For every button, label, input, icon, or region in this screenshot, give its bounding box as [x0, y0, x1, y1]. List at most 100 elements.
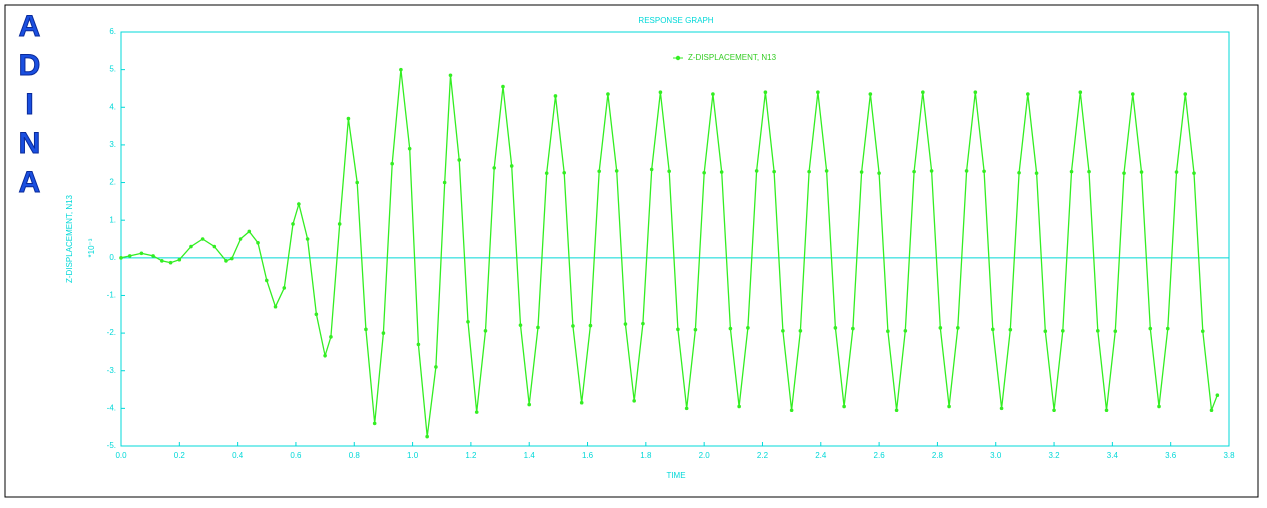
data-point [684, 406, 689, 411]
data-point [641, 321, 645, 326]
y-tick-label: 1. [109, 215, 116, 224]
data-point [329, 335, 333, 339]
frame [4, 4, 1259, 498]
data-point [1130, 92, 1135, 96]
x-tick-label: 1.0 [407, 451, 419, 460]
data-point [291, 222, 295, 226]
x-tick-label: 3.6 [1165, 451, 1177, 460]
data-point [912, 169, 916, 174]
y-axis-label: Z-DISPLACEMENT, N13 [65, 194, 74, 283]
y-multiplier: *10⁻³ [87, 238, 96, 257]
data-point [372, 421, 377, 426]
data-point [562, 170, 566, 175]
data-point [1087, 169, 1091, 174]
x-tick-label: 1.6 [582, 451, 594, 460]
data-point [1095, 329, 1100, 333]
data-point [230, 256, 234, 261]
data-point [956, 326, 960, 330]
data-point [1026, 92, 1030, 96]
data-point [416, 342, 421, 347]
data-point [305, 237, 310, 241]
data-point [982, 169, 986, 174]
data-point [355, 180, 359, 185]
data-point [929, 169, 934, 173]
data-point [746, 326, 750, 330]
data-point [1200, 329, 1205, 334]
data-point [518, 323, 523, 327]
data-point [527, 402, 532, 407]
plot-area [120, 31, 1230, 447]
x-tick-label: 0.4 [232, 451, 244, 460]
data-point [346, 116, 351, 121]
data-point [492, 166, 497, 170]
data-point [434, 365, 438, 369]
data-point [816, 90, 820, 95]
data-point [632, 399, 636, 403]
data-point [693, 327, 698, 332]
data-point [1034, 171, 1039, 175]
data-point [606, 92, 610, 96]
data-point [119, 256, 123, 260]
data-point [886, 329, 890, 334]
data-point [571, 324, 575, 328]
x-tick-label: 2.6 [874, 451, 886, 460]
data-point [509, 164, 514, 168]
data-point [442, 180, 447, 185]
data-point [973, 90, 978, 95]
x-tick-label: 0.8 [349, 451, 361, 460]
data-point [1215, 393, 1220, 397]
x-tick-label: 3.0 [990, 451, 1002, 460]
data-point [474, 410, 479, 414]
data-point [763, 90, 768, 95]
data-point [425, 434, 429, 439]
data-point [390, 161, 394, 166]
y-tick-label: 4. [109, 102, 116, 111]
data-point [649, 167, 654, 172]
data-line [120, 69, 1218, 437]
data-point [579, 400, 584, 405]
x-tick-label: 1.2 [465, 451, 477, 460]
data-point [711, 92, 715, 96]
data-point [842, 404, 846, 409]
data-point [151, 254, 155, 258]
data-point [448, 73, 453, 78]
data-point [859, 170, 864, 174]
data-point [139, 251, 144, 256]
data-point [1148, 326, 1153, 331]
data-point [189, 244, 193, 249]
legend-label: Z-DISPLACEMENT, N13 [688, 53, 777, 62]
data-point [921, 90, 925, 95]
logo: ADINA [13, 10, 47, 206]
y-tick-label: -3. [107, 366, 116, 375]
data-point [868, 92, 873, 96]
data-point [999, 406, 1004, 411]
data-point [466, 320, 470, 324]
data-point [676, 327, 680, 332]
data-point [719, 170, 724, 174]
data-point [938, 326, 943, 330]
data-point [824, 169, 829, 173]
data-point [991, 327, 995, 332]
y-tick-label: 2. [109, 178, 116, 187]
y-tick-label: 0. [109, 253, 116, 262]
data-point [407, 146, 412, 151]
x-tick-label: 0.2 [174, 451, 186, 460]
data-point [273, 304, 278, 309]
data-point [536, 325, 540, 330]
data-point [544, 171, 549, 175]
data-point [1174, 170, 1179, 174]
data-point [1192, 171, 1196, 175]
data-point [323, 353, 327, 358]
data-point [200, 237, 205, 241]
data-point [903, 329, 908, 333]
data-point [381, 331, 386, 335]
x-tick-label: 2.8 [932, 451, 944, 460]
y-tick-label: -2. [107, 328, 116, 337]
data-point [588, 323, 593, 328]
data-point [212, 244, 217, 249]
data-point [1017, 170, 1021, 175]
data-point [737, 404, 741, 409]
y-tick-label: -4. [107, 403, 116, 412]
data-point [1157, 404, 1161, 409]
y-tick-label: 6. [109, 27, 116, 36]
